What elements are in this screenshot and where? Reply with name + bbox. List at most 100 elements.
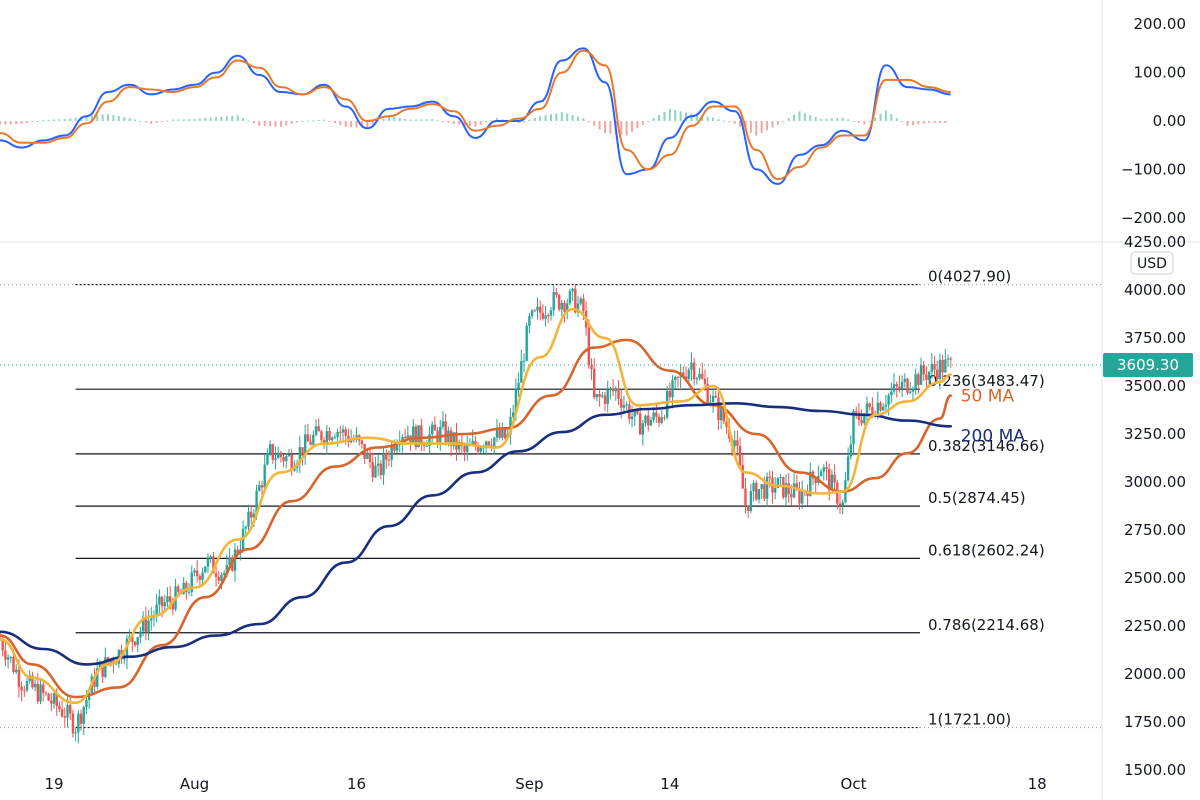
candle-body (98, 662, 102, 669)
candle-body (738, 446, 742, 466)
osc-histogram-bar (474, 121, 477, 127)
candle-body (439, 426, 442, 443)
candle-body (187, 591, 191, 593)
osc-histogram-bar (658, 114, 661, 121)
candle-body (449, 430, 453, 446)
price-tick-label: 3500.00 (1124, 377, 1186, 395)
time-tick-label: 19 (44, 775, 63, 793)
osc-histogram-bar (47, 119, 50, 121)
candle-body (674, 376, 677, 381)
candle-body (168, 596, 172, 602)
osc-histogram-bar (225, 116, 228, 121)
candle-body (684, 376, 688, 379)
osc-histogram-bar (177, 119, 180, 121)
osc-histogram-bar (69, 118, 72, 121)
candle-body (271, 444, 274, 460)
candle-body (574, 288, 577, 313)
candle-body (52, 693, 56, 704)
osc-histogram-bar (836, 117, 839, 121)
osc-histogram-bar (636, 121, 639, 129)
candle-body (919, 365, 923, 385)
osc-histogram-bar (911, 121, 914, 126)
osc-histogram-bar (625, 121, 628, 136)
candle-body (746, 505, 750, 512)
candle-body (890, 391, 893, 396)
candle-body (514, 388, 518, 413)
osc-histogram-bar (161, 121, 164, 122)
candle-body (949, 358, 952, 360)
candle-body (557, 294, 561, 310)
moving-average-line (0, 338, 952, 699)
osc-histogram-bar (4, 121, 7, 125)
currency-badge[interactable] (1130, 251, 1174, 275)
candle-body (914, 374, 917, 389)
candle-body (85, 699, 88, 708)
candle-body (69, 704, 72, 714)
osc-histogram-bar (944, 121, 947, 123)
candle-body (714, 395, 717, 398)
candle-body (582, 298, 585, 311)
osc-histogram-bar (679, 111, 682, 121)
osc-histogram-bar (755, 121, 758, 136)
candle-body (790, 494, 793, 498)
candle-body (922, 365, 925, 375)
candle-body (787, 483, 790, 495)
candle-body (725, 421, 728, 428)
candle-body (109, 660, 112, 663)
candle-body (763, 484, 766, 499)
candle-body (287, 454, 291, 456)
candle-body (417, 425, 420, 448)
candle-body (331, 437, 334, 441)
osc-histogram-bar (198, 118, 201, 121)
osc-histogram-bar (863, 121, 866, 125)
candle-body (233, 549, 237, 571)
candle-body (876, 402, 880, 417)
candle-body (601, 395, 604, 397)
candle-body (690, 362, 693, 370)
candle-body (825, 467, 828, 470)
candle-body (552, 292, 555, 311)
candle-body (150, 618, 153, 621)
osc-tick-label: 100.00 (1134, 64, 1187, 82)
candle-body (220, 574, 223, 581)
osc-histogram-bar (123, 117, 126, 121)
candle-body (312, 434, 315, 445)
osc-histogram-bar (128, 118, 131, 121)
candle-body (298, 447, 302, 464)
osc-histogram-bar (609, 121, 612, 134)
price-tick-label: 2000.00 (1124, 665, 1186, 683)
candle-body (360, 440, 364, 444)
osc-histogram-bar (166, 120, 169, 122)
osc-histogram-bar (803, 113, 806, 121)
candle-body (755, 482, 758, 500)
candle-body (587, 327, 591, 366)
candle-body (701, 373, 704, 379)
candle-body (649, 419, 653, 426)
osc-histogram-bar (90, 115, 93, 121)
osc-histogram-bar (215, 117, 218, 121)
candle-body (936, 369, 939, 380)
osc-histogram-bar (771, 121, 774, 128)
time-axis: 19 Aug 16 Sep 14 Oct 18 (44, 775, 1046, 793)
last-price-badge[interactable] (1103, 353, 1193, 378)
candle-body (522, 360, 526, 362)
candle-body (741, 465, 744, 489)
candle-body (857, 412, 861, 420)
osc-histogram-bar (9, 121, 12, 125)
candle-body (566, 303, 569, 312)
osc-histogram-bar (328, 121, 331, 122)
candle-body (457, 441, 461, 450)
price-y-axis: 4250.00 4000.00 3750.00 3500.00 3250.00 3000.… (1124, 233, 1186, 779)
candle-body (42, 684, 45, 693)
fibonacci-retracement[interactable]: 0(4027.90) 0.236(3483.47) 0.382(3146.66) 0.… (0, 268, 1102, 729)
candle-body (33, 683, 37, 688)
osc-histogram-bar (279, 121, 282, 127)
fib-level-label: 0.786(2214.68) (928, 616, 1045, 634)
osc-histogram-bar (458, 121, 461, 125)
candle-body (776, 477, 780, 488)
candle-body (879, 402, 882, 411)
candle-body (709, 402, 712, 404)
candle-body (23, 690, 26, 692)
osc-histogram-bar (539, 116, 542, 121)
